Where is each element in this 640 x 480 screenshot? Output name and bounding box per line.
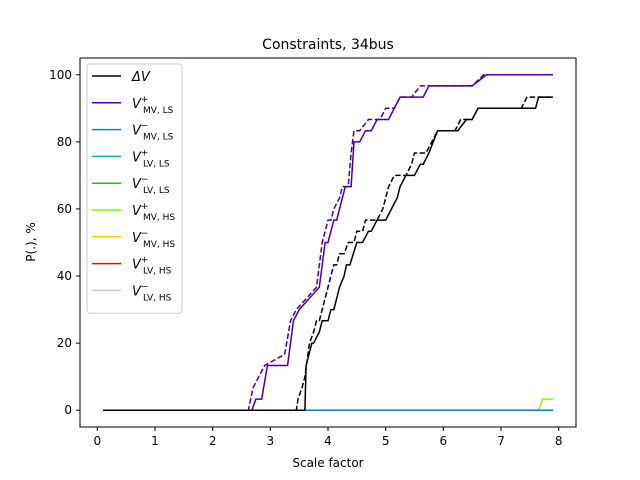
legend-label-sub: MV, LS xyxy=(143,106,174,116)
y-tick-label: 0 xyxy=(64,403,72,417)
y-tick-label: 20 xyxy=(57,336,72,350)
x-tick-label: 6 xyxy=(440,434,448,448)
legend-label-sub: MV, HS xyxy=(143,240,175,250)
x-tick-label: 1 xyxy=(151,434,159,448)
legend-label-mv_hs_plus: V+ MV, HS xyxy=(132,202,175,223)
legend-label-lv_hs_plus: V+ LV, HS xyxy=(132,256,172,277)
legend-label-sup: − xyxy=(141,122,149,132)
legend-label-mv_ls_plus: V+ MV, LS xyxy=(132,95,174,116)
x-tick-label: 5 xyxy=(382,434,390,448)
series-line-mv_ls_plus xyxy=(103,74,553,411)
legend-label-sub: LV, LS xyxy=(143,186,170,196)
x-tick-label: 2 xyxy=(209,434,217,448)
x-tick-label: 4 xyxy=(324,434,332,448)
series-layer xyxy=(103,74,553,411)
legend-label-base: V xyxy=(132,124,142,139)
legend-label-sup: + xyxy=(141,148,149,158)
legend-label-base: V xyxy=(132,231,142,246)
legend-label-base: ΔV xyxy=(131,70,151,85)
legend-label-dv: ΔV xyxy=(131,70,151,85)
legend-label-sup: + xyxy=(141,202,149,212)
legend-label-base: V xyxy=(132,97,142,112)
legend-label-base: V xyxy=(132,150,142,165)
series-line-dv xyxy=(103,96,553,411)
legend-label-sub: MV, HS xyxy=(143,213,175,223)
legend-label-base: V xyxy=(132,258,142,273)
legend-label-lv_ls_plus: V+ LV, LS xyxy=(132,148,170,169)
chart-title: Constraints, 34bus xyxy=(262,37,394,53)
legend-label-sup: + xyxy=(141,95,149,105)
plot-area xyxy=(103,74,553,411)
y-tick-label: 60 xyxy=(57,202,72,216)
x-tick-label: 7 xyxy=(497,434,505,448)
x-tick-label: 0 xyxy=(93,434,101,448)
legend-label-base: V xyxy=(132,204,142,219)
legend-label-sup: − xyxy=(141,229,149,239)
y-tick-label: 80 xyxy=(57,135,72,149)
legend-label-sub: MV, LS xyxy=(143,133,174,143)
legend-label-sub: LV, HS xyxy=(143,293,172,303)
legend-label-sup: − xyxy=(141,175,149,185)
legend-label-lv_hs_minus: V− LV, HS xyxy=(132,282,172,303)
y-tick-label: 100 xyxy=(49,68,72,82)
legend-label-base: V xyxy=(132,177,142,192)
legend-label-lv_ls_minus: V− LV, LS xyxy=(132,175,170,196)
y-tick-label: 40 xyxy=(57,269,72,283)
legend-label-mv_hs_minus: V− MV, HS xyxy=(132,229,175,250)
legend-label-sub: LV, HS xyxy=(143,267,172,277)
legend-label-sub: LV, LS xyxy=(143,159,170,169)
legend-box xyxy=(86,63,183,314)
y-axis-label: P(.), % xyxy=(24,222,38,261)
x-axis-label: Scale factor xyxy=(292,456,363,470)
legend-label-mv_ls_minus: V− MV, LS xyxy=(132,122,174,143)
legend-label-sup: − xyxy=(141,282,149,292)
legend-label-base: V xyxy=(132,284,142,299)
legend-label-sup: + xyxy=(141,256,149,266)
axes-frame xyxy=(79,57,577,428)
legend: ΔVV+ MV, LSV− MV, LSV+ LV, LSV− LV, LSV+ MV, … xyxy=(86,63,183,314)
x-tick-label: 3 xyxy=(267,434,275,448)
x-tick-label: 8 xyxy=(555,434,563,448)
